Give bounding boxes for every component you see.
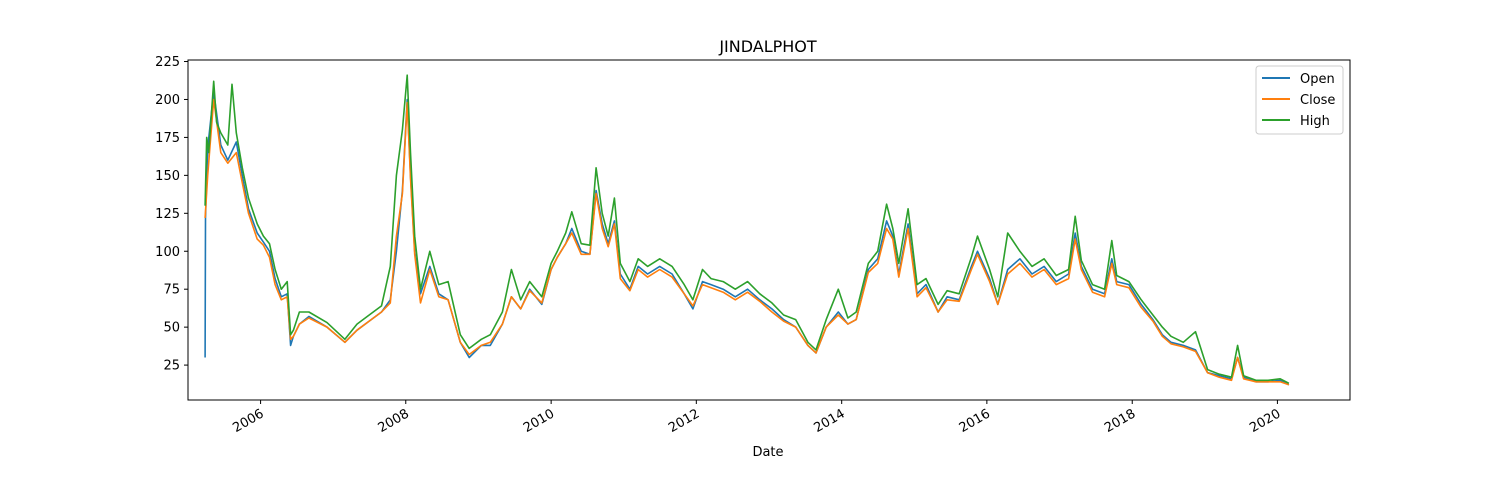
- y-tick-label: 225: [155, 55, 180, 70]
- legend-label-close: Close: [1300, 93, 1335, 108]
- legend-label-high: High: [1300, 114, 1330, 129]
- plot-area: [204, 74, 1290, 386]
- chart-title: JINDALPHOT: [718, 37, 817, 56]
- legend: Open Close High: [1255, 65, 1344, 135]
- y-tick-label: 150: [155, 169, 180, 184]
- y-axis: 25 50 75 100 125 150 175 200 225: [155, 55, 188, 374]
- y-tick-label: 175: [155, 131, 180, 146]
- y-tick-label: 75: [163, 283, 180, 298]
- y-tick-label: 50: [163, 321, 180, 336]
- y-tick-label: 200: [155, 93, 180, 108]
- series-line-close: [204, 98, 1290, 386]
- y-tick-label: 25: [163, 359, 180, 374]
- series-line-high: [204, 74, 1290, 385]
- y-tick-label: 125: [155, 207, 180, 222]
- legend-box: [1255, 65, 1344, 135]
- legend-label-open: Open: [1300, 72, 1335, 87]
- axes-frame: [187, 59, 1351, 401]
- x-axis-label: Date: [752, 445, 783, 460]
- y-tick-label: 100: [155, 245, 180, 260]
